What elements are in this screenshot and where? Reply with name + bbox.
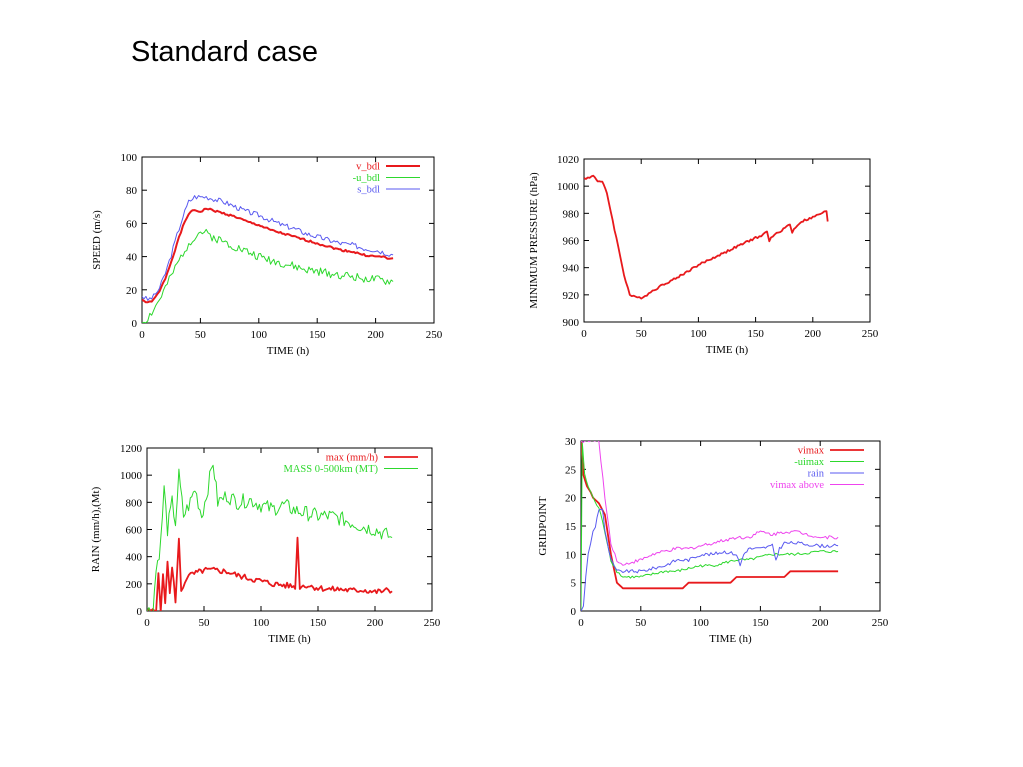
x-tick-label: 200 — [367, 329, 384, 341]
x-tick-label: 200 — [367, 617, 384, 629]
x-tick-label: 250 — [426, 329, 443, 341]
x-tick-label: 50 — [636, 328, 648, 340]
y-tick-label: 1000 — [120, 470, 143, 482]
x-tick-label: 150 — [747, 328, 764, 340]
y-tick-label: 0 — [132, 318, 138, 330]
y-tick-label: 25 — [565, 464, 577, 476]
page-title: Standard case — [131, 36, 319, 68]
series-line-v-bdl — [142, 207, 394, 304]
series-line-vimax-above — [581, 441, 839, 566]
y-tick-label: 900 — [563, 317, 580, 329]
y-axis-label: GRIDPOINT — [537, 496, 549, 556]
y-tick-label: 5 — [571, 578, 577, 590]
series-line-vimax — [581, 441, 839, 590]
legend-label: vimax above — [770, 480, 824, 491]
y-tick-label: 80 — [126, 185, 138, 197]
x-tick-label: 100 — [692, 617, 709, 629]
y-tick-label: 40 — [126, 252, 138, 264]
series-line-pressure — [584, 174, 829, 300]
plot-frame — [580, 440, 881, 612]
y-tick-label: 920 — [563, 290, 580, 302]
y-tick-label: 20 — [565, 493, 577, 505]
series-line-rain — [581, 508, 839, 611]
x-tick-label: 200 — [805, 328, 822, 340]
x-axis-label: TIME (h) — [267, 345, 310, 357]
x-tick-label: 50 — [199, 617, 211, 629]
x-tick-label: 150 — [309, 329, 326, 341]
y-tick-label: 400 — [126, 552, 143, 564]
y-axis-label: SPEED (m/s) — [91, 210, 103, 270]
legend-label: s_bdl — [357, 185, 380, 196]
x-tick-label: 0 — [139, 329, 145, 341]
x-tick-label: 250 — [424, 617, 441, 629]
legend-label: rain — [808, 469, 825, 480]
y-axis-label: RAIN (mm/h),(Mt) — [90, 486, 102, 572]
series-line--uimax — [581, 441, 839, 611]
x-tick-label: 0 — [581, 328, 587, 340]
y-tick-label: 100 — [121, 152, 138, 164]
y-tick-label: 15 — [565, 521, 577, 533]
plot-frame — [583, 158, 871, 323]
y-tick-label: 1000 — [557, 181, 580, 193]
x-tick-label: 150 — [310, 617, 327, 629]
x-axis-label: TIME (h) — [706, 344, 749, 356]
series-line-max-mm-h- — [147, 536, 393, 611]
x-tick-label: 50 — [635, 617, 647, 629]
legend-label: max (mm/h) — [326, 453, 379, 464]
x-tick-label: 100 — [690, 328, 707, 340]
x-tick-label: 250 — [862, 328, 879, 340]
legend-label: -u_bdl — [353, 173, 380, 184]
plot-frame — [141, 156, 435, 324]
y-tick-label: 1020 — [557, 154, 580, 166]
x-tick-label: 100 — [251, 329, 268, 341]
y-tick-label: 0 — [571, 606, 577, 618]
y-tick-label: 1200 — [120, 443, 143, 455]
series-line-mass-0-500km-mt- — [147, 464, 393, 611]
chart-speed: 0 50 100 150 200 250 0 20 40 60 80 100 TIME (h) SPEED… — [91, 152, 443, 357]
y-tick-label: 60 — [126, 218, 138, 230]
x-tick-label: 0 — [144, 617, 150, 629]
y-tick-label: 960 — [563, 236, 580, 248]
y-axis-label: MINIMUM PRESSURE (hPa) — [528, 172, 540, 309]
series-line-s-bdl — [142, 195, 394, 301]
y-tick-label: 30 — [565, 436, 577, 448]
x-tick-label: 100 — [253, 617, 270, 629]
chart-rain: 0 50 100 150 200 250 0 200 400 600 800 1000 1200 TIME… — [90, 443, 441, 645]
x-axis-label: TIME (h) — [709, 633, 752, 645]
x-tick-label: 150 — [752, 617, 769, 629]
y-tick-label: 0 — [137, 606, 143, 618]
y-tick-label: 940 — [563, 263, 580, 275]
legend-label: -uimax — [794, 457, 824, 468]
y-tick-label: 600 — [126, 525, 143, 537]
chart-pressure: 0 50 100 150 200 250 900 920 940 960 980 1000 1020 TI… — [528, 154, 879, 356]
x-tick-label: 0 — [578, 617, 584, 629]
y-tick-label: 980 — [563, 208, 580, 220]
y-tick-label: 20 — [126, 285, 138, 297]
x-tick-label: 200 — [812, 617, 829, 629]
series-line--u-bdl — [142, 228, 394, 323]
chart-gridpoint: 0 50 100 150 200 250 0 5 10 15 20 25 30 TIME (h) GRIDP… — [537, 436, 889, 645]
y-tick-label: 800 — [126, 497, 143, 509]
y-tick-label: 200 — [126, 579, 143, 591]
y-tick-label: 10 — [565, 549, 577, 561]
x-axis-label: TIME (h) — [268, 633, 311, 645]
x-tick-label: 50 — [195, 329, 207, 341]
x-tick-label: 250 — [872, 617, 889, 629]
legend-label: vimax — [798, 446, 825, 457]
legend-label: v_bdl — [356, 162, 380, 173]
legend-label: MASS 0-500km (MT) — [283, 464, 378, 475]
